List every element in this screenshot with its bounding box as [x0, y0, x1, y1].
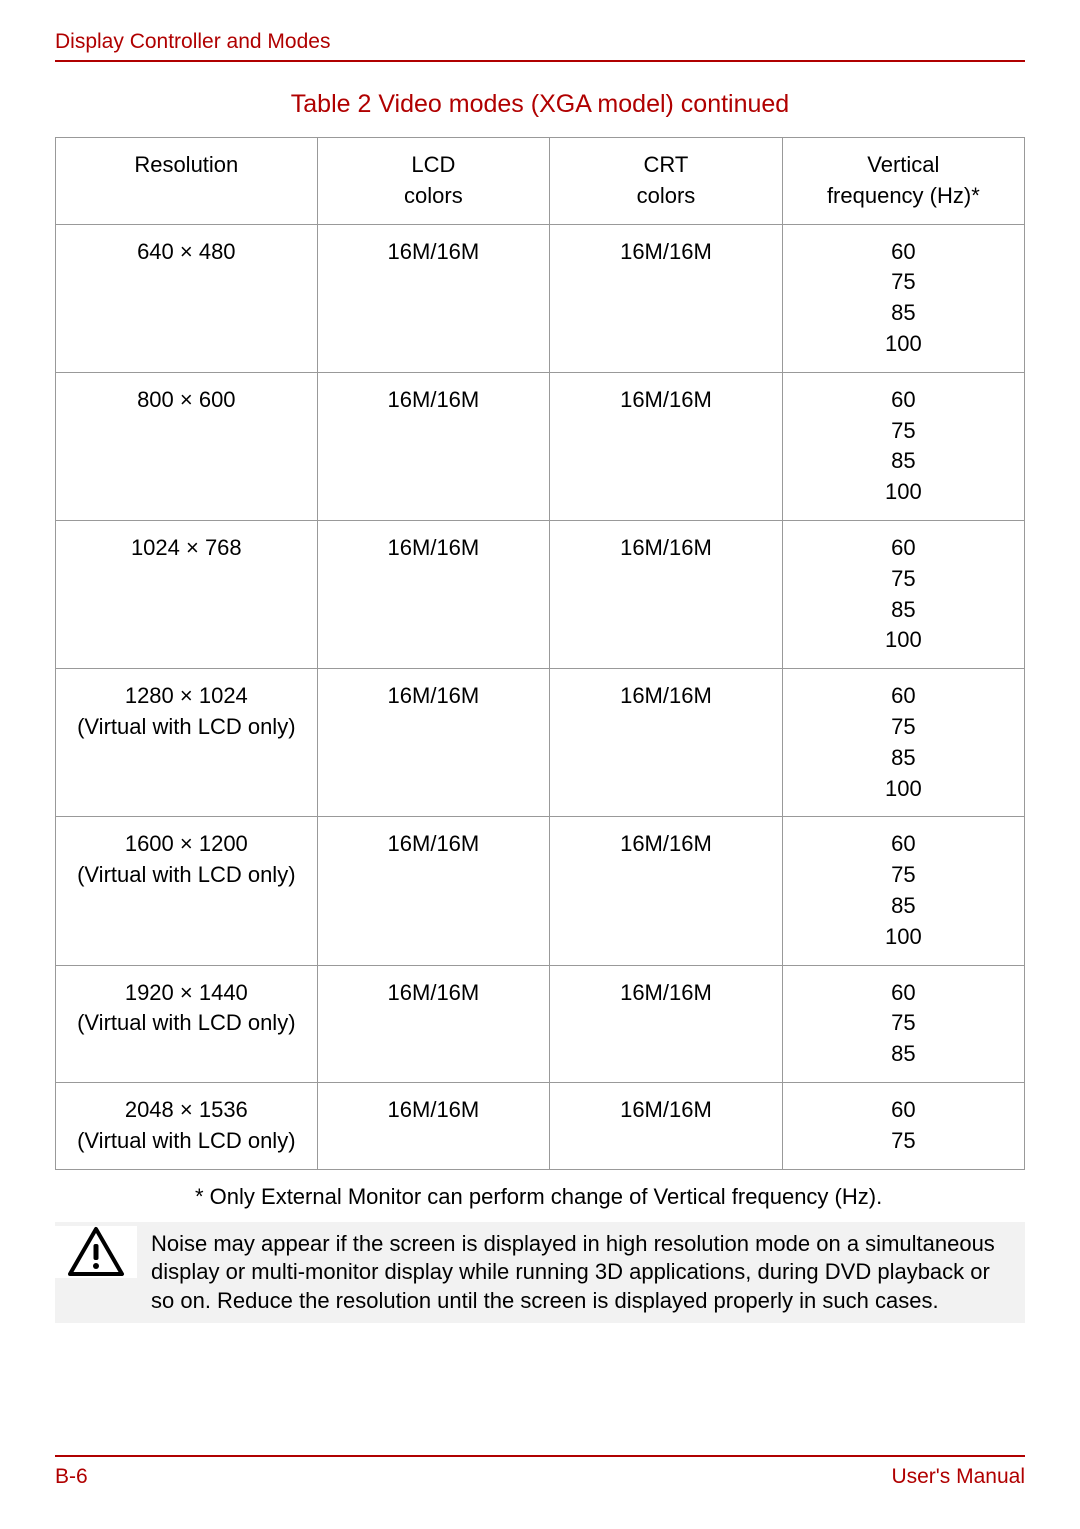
- table-row: 640 × 480 16M/16M 16M/16M 60 75 85 100: [56, 224, 1025, 372]
- cell-crt: 16M/16M: [550, 669, 783, 817]
- cell-freq: 60 75: [782, 1082, 1024, 1169]
- cell-lcd: 16M/16M: [317, 224, 550, 372]
- table-row: 1024 × 768 16M/16M 16M/16M 60 75 85 100: [56, 520, 1025, 668]
- table-row: 800 × 600 16M/16M 16M/16M 60 75 85 100: [56, 372, 1025, 520]
- cell-crt: 16M/16M: [550, 817, 783, 965]
- cell-freq: 60 75 85 100: [782, 520, 1024, 668]
- col-header-line1: LCD: [411, 152, 455, 177]
- col-header-lcd: LCD colors: [317, 138, 550, 225]
- cell-crt: 16M/16M: [550, 372, 783, 520]
- warning-box: Noise may appear if the screen is displa…: [55, 1222, 1025, 1324]
- cell-freq: 60 75 85 100: [782, 669, 1024, 817]
- cell-crt: 16M/16M: [550, 965, 783, 1082]
- section-title: Display Controller and Modes: [55, 30, 1025, 54]
- page-number: B-6: [55, 1465, 88, 1489]
- col-header-line2: frequency (Hz)*: [827, 183, 980, 208]
- col-header-line1: Vertical: [867, 152, 939, 177]
- cell-resolution: 1600 × 1200 (Virtual with LCD only): [56, 817, 318, 965]
- cell-resolution: 2048 × 1536 (Virtual with LCD only): [56, 1082, 318, 1169]
- table-row: 1280 × 1024 (Virtual with LCD only) 16M/…: [56, 669, 1025, 817]
- table-footnote: * Only External Monitor can perform chan…: [195, 1184, 1025, 1210]
- cell-freq: 60 75 85 100: [782, 224, 1024, 372]
- col-header-resolution: Resolution: [56, 138, 318, 225]
- table-header-row: Resolution LCD colors CRT colors Vertica…: [56, 138, 1025, 225]
- cell-crt: 16M/16M: [550, 224, 783, 372]
- cell-resolution: 1024 × 768: [56, 520, 318, 668]
- cell-lcd: 16M/16M: [317, 520, 550, 668]
- page-footer: B-6 User's Manual: [55, 1455, 1025, 1489]
- cell-lcd: 16M/16M: [317, 372, 550, 520]
- cell-freq: 60 75 85: [782, 965, 1024, 1082]
- col-header-line2: colors: [637, 183, 696, 208]
- cell-crt: 16M/16M: [550, 1082, 783, 1169]
- col-header-crt: CRT colors: [550, 138, 783, 225]
- page-header: Display Controller and Modes: [55, 30, 1025, 62]
- cell-resolution: 800 × 600: [56, 372, 318, 520]
- cell-resolution: 640 × 480: [56, 224, 318, 372]
- cell-freq: 60 75 85 100: [782, 372, 1024, 520]
- table-row: 2048 × 1536 (Virtual with LCD only) 16M/…: [56, 1082, 1025, 1169]
- warning-text: Noise may appear if the screen is displa…: [151, 1226, 1019, 1316]
- cell-lcd: 16M/16M: [317, 965, 550, 1082]
- cell-resolution: 1920 × 1440 (Virtual with LCD only): [56, 965, 318, 1082]
- table-row: 1600 × 1200 (Virtual with LCD only) 16M/…: [56, 817, 1025, 965]
- cell-crt: 16M/16M: [550, 520, 783, 668]
- cell-freq: 60 75 85 100: [782, 817, 1024, 965]
- table-title: Table 2 Video modes (XGA model) continue…: [55, 90, 1025, 119]
- cell-lcd: 16M/16M: [317, 1082, 550, 1169]
- col-header-line1: CRT: [644, 152, 689, 177]
- manual-label: User's Manual: [891, 1465, 1025, 1489]
- cell-lcd: 16M/16M: [317, 817, 550, 965]
- table-body: 640 × 480 16M/16M 16M/16M 60 75 85 100 8…: [56, 224, 1025, 1169]
- table-row: 1920 × 1440 (Virtual with LCD only) 16M/…: [56, 965, 1025, 1082]
- col-header-line2: colors: [404, 183, 463, 208]
- cell-lcd: 16M/16M: [317, 669, 550, 817]
- col-header-line1: Resolution: [134, 152, 238, 177]
- col-header-freq: Vertical frequency (Hz)*: [782, 138, 1024, 225]
- warning-icon: [55, 1226, 137, 1278]
- video-modes-table: Resolution LCD colors CRT colors Vertica…: [55, 137, 1025, 1170]
- cell-resolution: 1280 × 1024 (Virtual with LCD only): [56, 669, 318, 817]
